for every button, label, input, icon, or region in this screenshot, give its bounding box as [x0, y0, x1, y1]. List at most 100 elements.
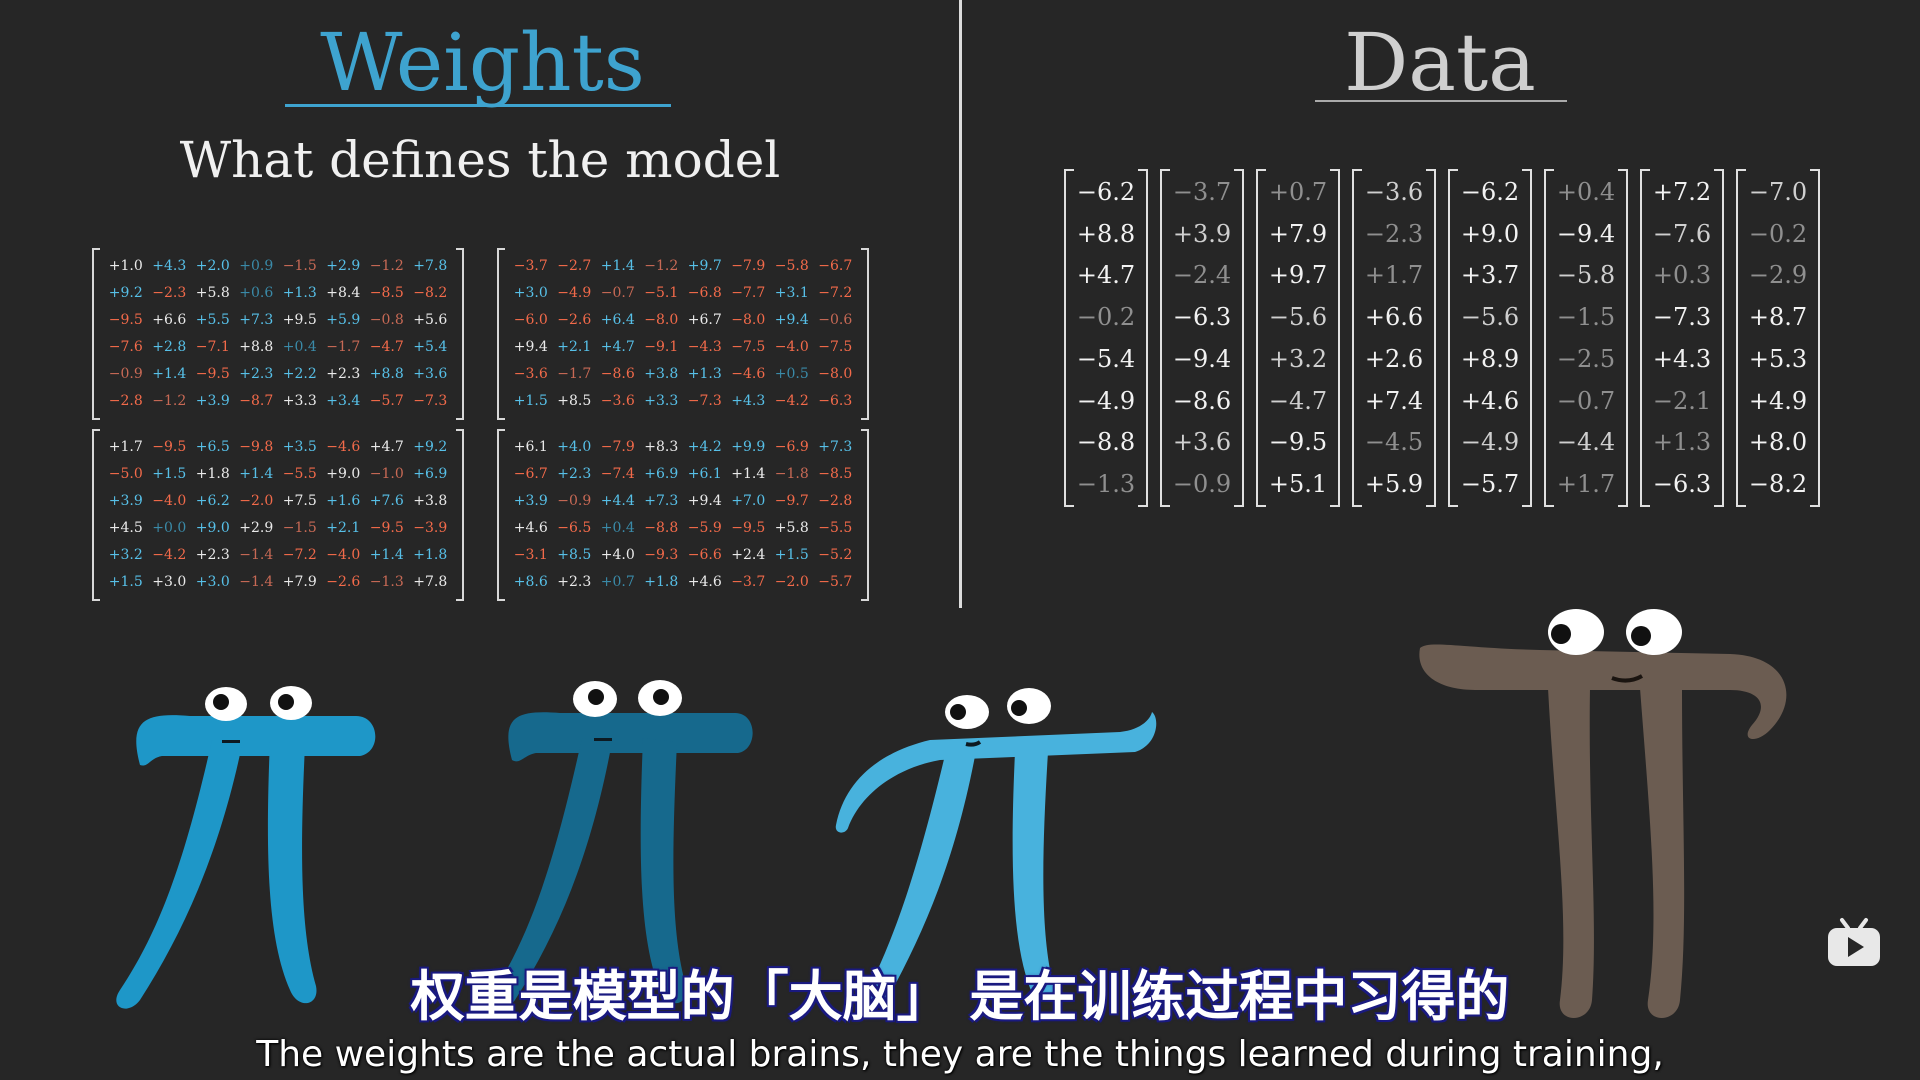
weight-cell: +2.1 [557, 339, 592, 355]
data-value: −2.3 [1364, 219, 1424, 248]
weight-cell: −1.4 [239, 547, 274, 563]
weight-cell: −5.8 [774, 258, 809, 274]
weights-title-underline [285, 104, 671, 107]
weight-cell: −1.2 [369, 258, 404, 274]
data-value: +8.7 [1748, 303, 1808, 332]
data-value: +0.4 [1556, 178, 1616, 206]
weight-cell: −1.2 [644, 258, 679, 274]
weight-cell: +4.4 [600, 493, 635, 509]
data-value: +5.3 [1748, 344, 1808, 373]
weight-cell: +3.9 [195, 393, 230, 409]
weight-cell: +4.3 [152, 258, 187, 274]
weight-cell: −4.2 [774, 393, 809, 409]
weight-cell: +1.5 [774, 547, 809, 563]
data-value: −9.5 [1268, 428, 1328, 457]
weight-cell: −3.1 [513, 547, 548, 563]
data-value: +8.9 [1460, 344, 1520, 373]
weight-cell: −1.7 [557, 366, 592, 382]
weight-cell: −1.2 [152, 393, 187, 409]
data-value: −6.3 [1652, 469, 1712, 498]
weight-cell: +9.0 [195, 520, 230, 536]
weight-cell: +6.6 [152, 312, 187, 328]
data-title: Data [1344, 16, 1536, 109]
weight-cell: +8.8 [369, 366, 404, 382]
weight-cell: −6.8 [687, 285, 722, 301]
weight-cell: +0.4 [600, 520, 635, 536]
weight-cell: +2.2 [282, 366, 317, 382]
weight-cell: +6.5 [195, 439, 230, 455]
weight-cell: −4.0 [326, 547, 361, 563]
weights-title: Weights [320, 16, 645, 109]
weight-cell: −1.0 [369, 466, 404, 482]
data-value: −6.2 [1460, 178, 1520, 206]
data-value: −2.5 [1556, 344, 1616, 373]
data-value: −0.7 [1556, 386, 1616, 415]
weight-cell: +7.6 [369, 493, 404, 509]
tv-play-icon[interactable] [1826, 916, 1882, 968]
weight-cell: +5.4 [413, 339, 448, 355]
weight-cell: −1.3 [369, 574, 404, 590]
weight-cell: −5.5 [282, 466, 317, 482]
weight-cell: +2.0 [195, 258, 230, 274]
data-value: +1.7 [1364, 261, 1424, 290]
weight-cell: −5.7 [369, 393, 404, 409]
weight-cell: −9.1 [644, 339, 679, 355]
data-value: +4.6 [1460, 386, 1520, 415]
weight-cell: +9.4 [513, 339, 548, 355]
weight-cell: −2.7 [557, 258, 592, 274]
weight-cell: −6.7 [818, 258, 853, 274]
weight-cell: +7.8 [413, 574, 448, 590]
data-value: −8.6 [1172, 386, 1232, 415]
weight-cell: +1.6 [326, 493, 361, 509]
weight-cell: +8.3 [644, 439, 679, 455]
weight-cell: −5.0 [108, 466, 143, 482]
data-value: −2.4 [1172, 261, 1232, 290]
weight-cell: +7.3 [644, 493, 679, 509]
weight-cell: −9.5 [152, 439, 187, 455]
weight-cell: +3.3 [644, 393, 679, 409]
weight-cell: −9.5 [108, 312, 143, 328]
weight-cell: +6.7 [687, 312, 722, 328]
weight-cell: −0.8 [369, 312, 404, 328]
weight-cell: +0.6 [239, 285, 274, 301]
weight-cell: −8.7 [239, 393, 274, 409]
data-value: −1.3 [1076, 469, 1136, 498]
weight-cell: −5.5 [818, 520, 853, 536]
weight-cell: +5.8 [195, 285, 230, 301]
weight-cell: +1.0 [108, 258, 143, 274]
data-value: −6.3 [1172, 303, 1232, 332]
subtitle-english: The weights are the actual brains, they … [256, 1034, 1664, 1075]
weight-cell: +3.9 [513, 493, 548, 509]
weight-cell: +2.3 [326, 366, 361, 382]
weight-cell: −2.0 [239, 493, 274, 509]
weight-cell: −8.8 [644, 520, 679, 536]
data-value: −5.7 [1460, 469, 1520, 498]
weight-cell: −4.6 [731, 366, 766, 382]
weight-cell: −3.7 [513, 258, 548, 274]
weight-cell: +1.4 [731, 466, 766, 482]
data-value: +3.2 [1268, 344, 1328, 373]
weight-cell: +4.7 [600, 339, 635, 355]
weight-cell: +3.5 [282, 439, 317, 455]
data-value: −5.6 [1460, 303, 1520, 332]
weight-cell: +4.0 [557, 439, 592, 455]
weight-cell: −1.4 [239, 574, 274, 590]
data-value: +0.7 [1268, 178, 1328, 206]
weight-cell: +4.5 [108, 520, 143, 536]
weight-cell: −7.1 [195, 339, 230, 355]
weight-cell: −5.7 [818, 574, 853, 590]
weight-cell: +4.7 [369, 439, 404, 455]
weight-cell: +3.1 [774, 285, 809, 301]
data-value: −2.1 [1652, 386, 1712, 415]
data-vector-3: +0.7 +7.9 +9.7 −5.6 +3.2 −4.7 −9.5 +5.1 [1256, 169, 1340, 507]
weight-cell: −9.7 [774, 493, 809, 509]
weight-cell: +2.3 [195, 547, 230, 563]
weight-cell: +7.8 [413, 258, 448, 274]
data-value: −4.7 [1268, 386, 1328, 415]
weight-cell: +5.8 [774, 520, 809, 536]
weight-cell: +1.8 [195, 466, 230, 482]
weight-cell: −1.8 [774, 466, 809, 482]
center-divider [959, 0, 962, 608]
weight-cell: −4.0 [152, 493, 187, 509]
